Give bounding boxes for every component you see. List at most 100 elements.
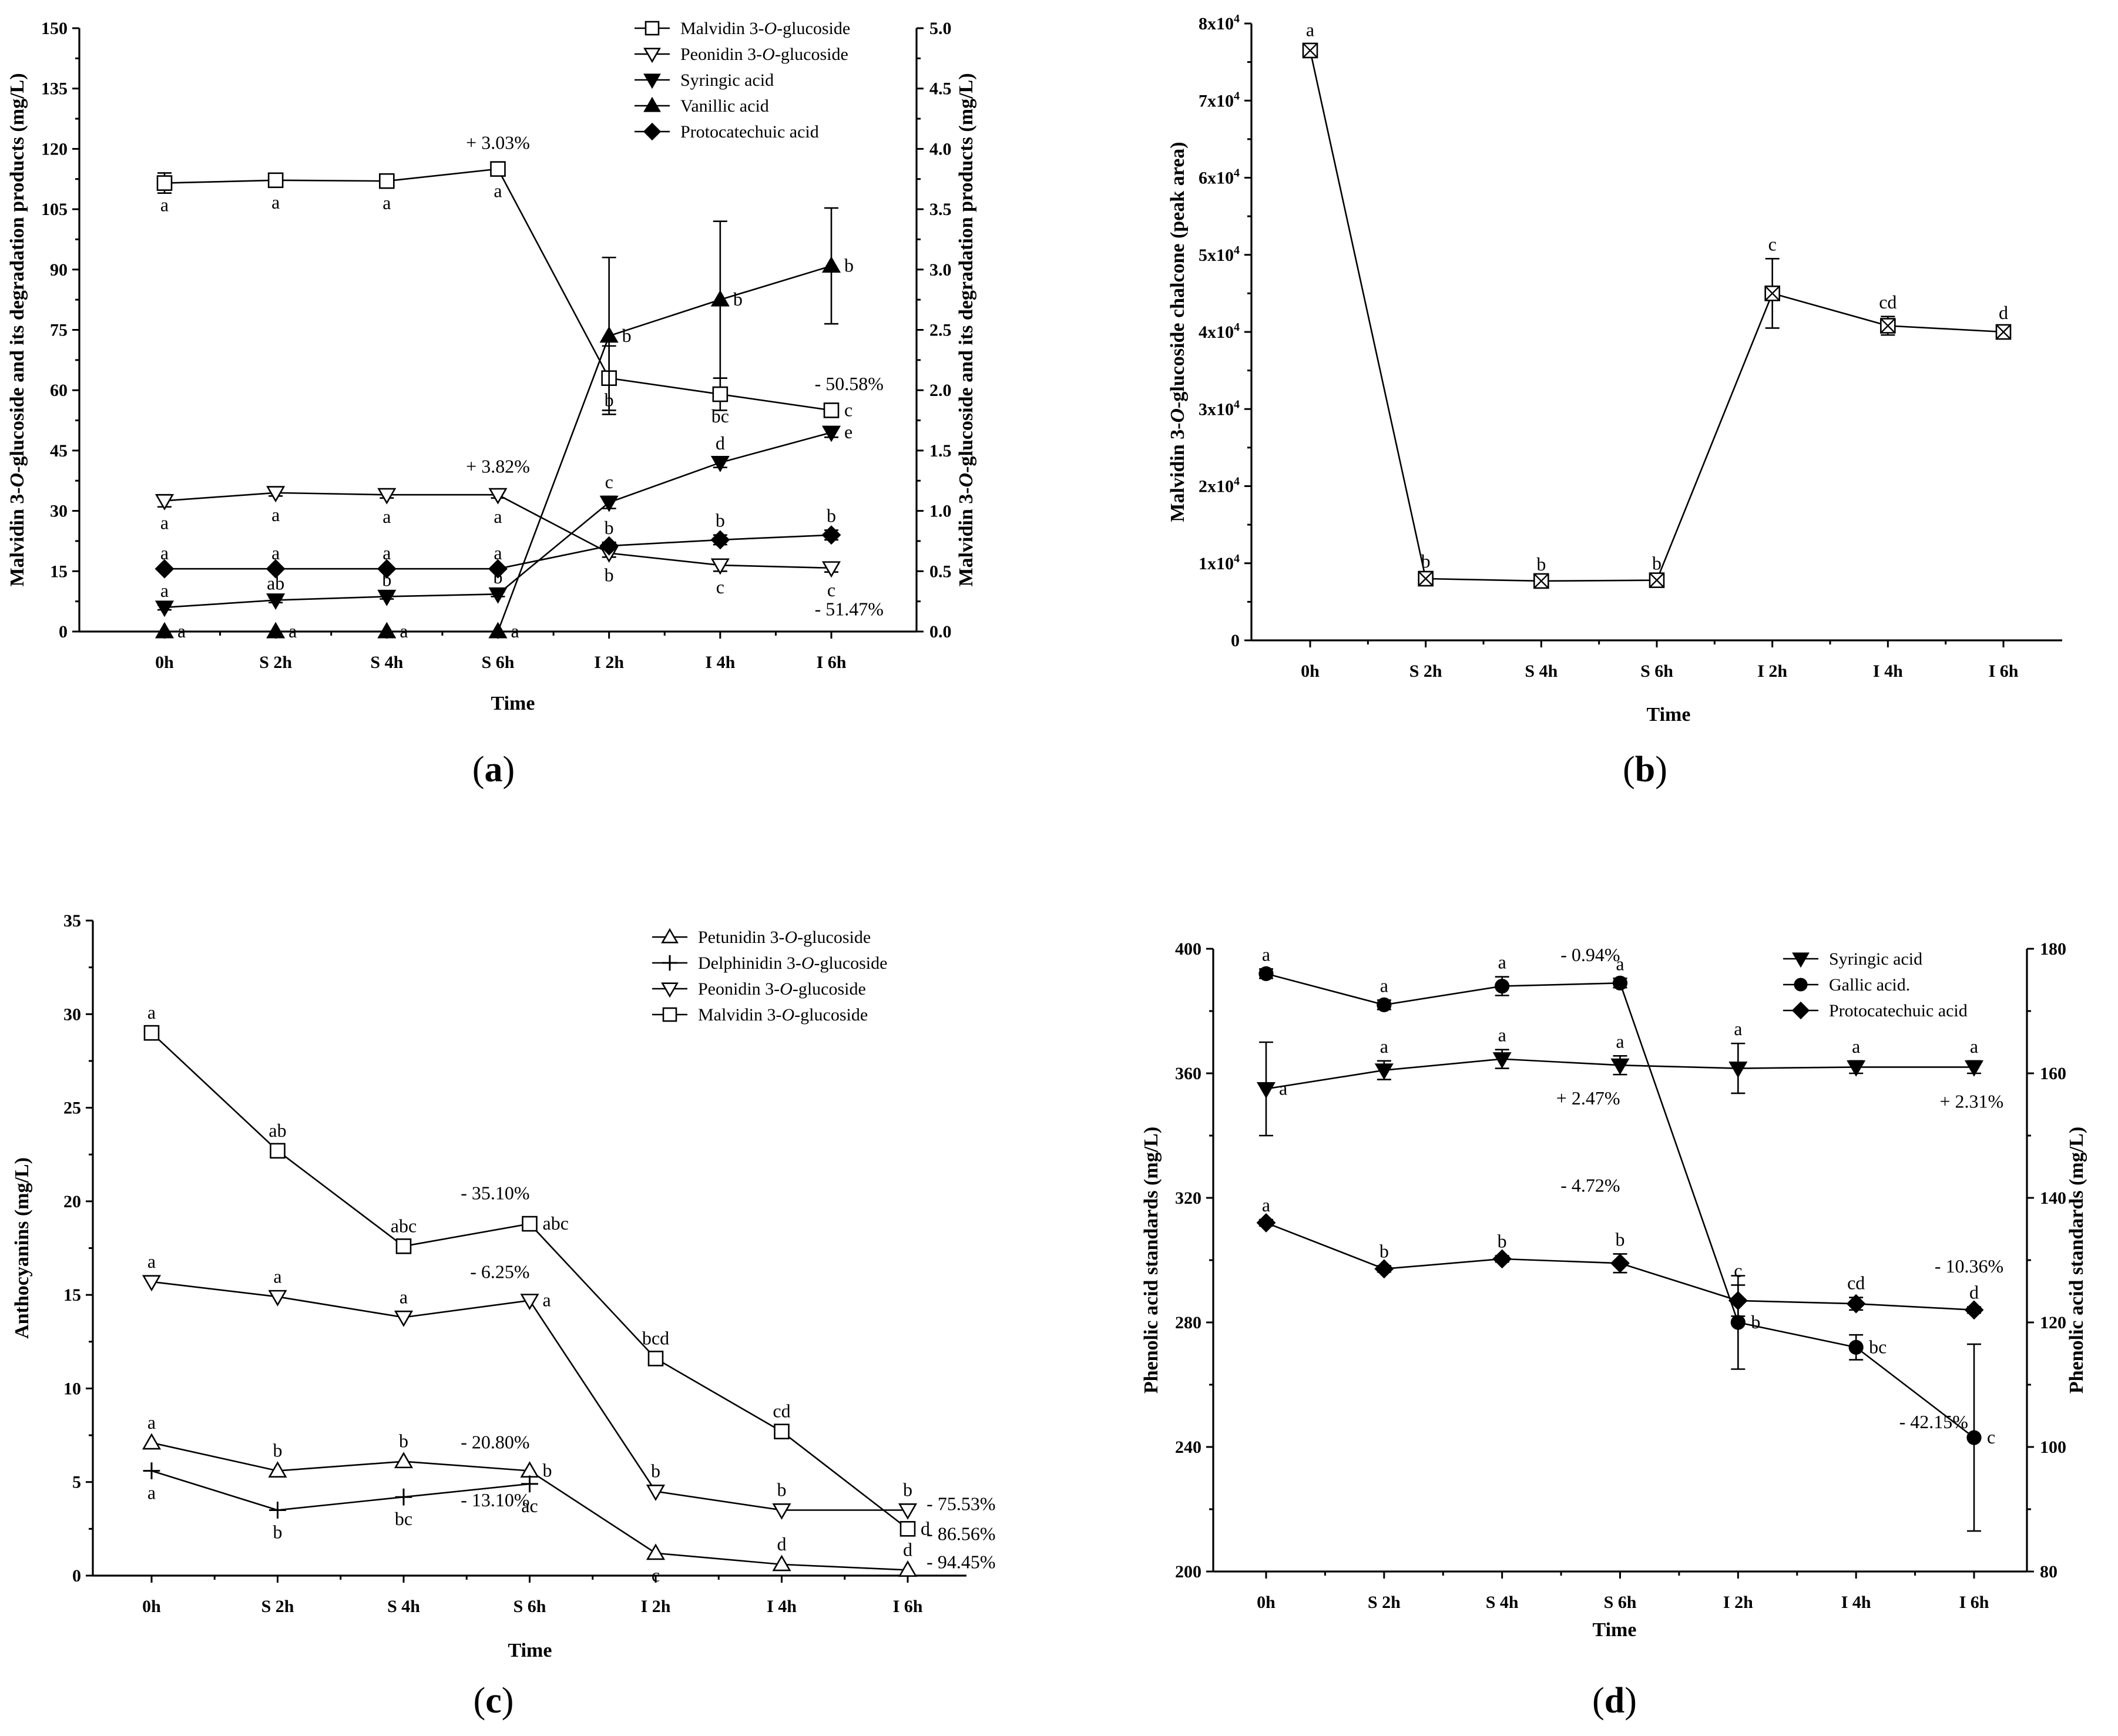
data-point (142, 1433, 162, 1450)
percent-annotation: + 3.82% (466, 456, 530, 477)
data-point (599, 326, 619, 343)
x-tick-label: 0h (142, 1597, 161, 1616)
data-point (647, 1351, 664, 1366)
significance-letter: b (733, 288, 743, 310)
significance-letter: b (1616, 1228, 1625, 1250)
data-point (488, 488, 508, 505)
x-tick-label: I 6h (893, 1597, 923, 1616)
significance-letter: d (777, 1533, 787, 1554)
significance-letter: bcd (642, 1327, 669, 1348)
significance-letter: a (1262, 943, 1270, 965)
significance-letter: b (1421, 550, 1431, 572)
x-tick-label: S 4h (1525, 662, 1558, 681)
x-tick-label: S 2h (261, 1597, 294, 1616)
legend-marker (1791, 1001, 1810, 1020)
percent-annotation: - 94.45% (927, 1551, 995, 1572)
significance-letter: a (1262, 1194, 1270, 1215)
data-point (899, 1521, 916, 1537)
significance-letter: a (1616, 953, 1624, 974)
y-tick-label: 20 (63, 1192, 81, 1211)
percent-annotation: - 35.10% (461, 1183, 529, 1204)
percent-annotation: - 20.80% (461, 1431, 529, 1452)
data-point (1610, 1253, 1630, 1273)
y-tick-label: 5 (72, 1473, 81, 1492)
y2-tick-label: 1.0 (929, 502, 952, 521)
significance-letter: b (777, 1479, 787, 1500)
y-tick-label: 45 (50, 441, 68, 461)
series-2: a a a a b b b (142, 1251, 918, 1520)
x-tick-label: I 6h (817, 653, 847, 672)
y-tick-label: 60 (50, 381, 68, 400)
y2-tick-label: 100 (2040, 1438, 2066, 1457)
data-point (1492, 1052, 1512, 1069)
legend-marker (662, 1007, 677, 1022)
significance-letter: a (543, 1290, 551, 1311)
y-tick-label: 30 (63, 1005, 81, 1024)
significance-letter: a (1852, 1036, 1860, 1057)
y2-tick-label: 180 (2040, 939, 2066, 959)
legend-marker (1792, 952, 1810, 968)
significance-letter: a (160, 542, 169, 563)
data-point (266, 486, 286, 503)
data-point-x2 (1418, 571, 1434, 586)
significance-letter: a (288, 620, 297, 642)
data-point (270, 1143, 286, 1159)
percent-annotation: - 51.47% (815, 599, 884, 620)
significance-letter: a (494, 506, 502, 527)
data-point-x2 (1649, 572, 1664, 588)
y-tick-label: 15 (63, 1285, 81, 1305)
series-0: a a a a b bc c (156, 161, 852, 427)
data-point (1728, 1291, 1748, 1311)
data-point (898, 1503, 918, 1520)
legend-marker (662, 955, 678, 971)
significance-letter: a (511, 620, 519, 642)
significance-letter: b (543, 1460, 552, 1481)
data-point (1846, 1294, 1866, 1314)
data-point (1966, 1430, 1982, 1445)
legend-marker (643, 122, 662, 141)
panel-label: (a) (472, 750, 515, 790)
significance-letter: e (844, 421, 852, 442)
data-point (821, 425, 841, 442)
percent-annotation: - 75.53% (927, 1493, 995, 1515)
legend-label: Peonidin 3-O-glucoside (680, 45, 848, 64)
x-tick-label: S 2h (259, 653, 292, 672)
data-point (522, 1215, 538, 1232)
data-point (395, 1488, 412, 1506)
significance-letter: b (716, 510, 725, 531)
y-axis-title: Malvidin 3-O-glucoside and its degradati… (6, 73, 28, 586)
significance-letter: b (844, 255, 854, 276)
significance-letter: a (1498, 1025, 1506, 1046)
significance-letter: a (147, 1251, 156, 1272)
data-point (772, 1503, 791, 1520)
panel-a: 0 15 30 45 60 75 90 105 120 135 150 0.0 0.5 1.0 1.5 2.0… (6, 19, 977, 790)
significance-letter: a (273, 1265, 281, 1287)
x-tick-label: I 6h (1989, 662, 2019, 681)
legend-label: Vanillic acid (680, 96, 769, 116)
x-tick-label: I 4h (767, 1597, 797, 1616)
y-tick-label: 200 (1175, 1562, 1201, 1581)
y2-tick-label: 1.5 (929, 441, 952, 461)
significance-letter: d (716, 432, 725, 454)
significance-letter: a (147, 1482, 156, 1503)
y-tick-label: 8x104 (1199, 12, 1240, 33)
x-axis-title: Time (508, 1640, 552, 1661)
y-tick-label: 0 (72, 1566, 81, 1586)
data-point (599, 536, 619, 556)
x-tick-label: 0h (1257, 1593, 1276, 1612)
x-tick-label: S 6h (1640, 662, 1673, 681)
legend: Malvidin 3-O-glucoside Peonidin 3-O-gluco… (635, 19, 850, 142)
significance-letter: b (1536, 553, 1546, 575)
legend: Petunidin 3-O-glucoside Delphinidin 3-O-g… (652, 928, 887, 1025)
y-tick-label: 7x104 (1199, 89, 1240, 110)
significance-letter: ac (521, 1495, 538, 1516)
data-point (143, 1025, 160, 1041)
percent-annotation: + 2.31% (1940, 1090, 2004, 1112)
series-3: a a a a b b b (155, 207, 854, 642)
significance-letter: c (652, 1564, 660, 1586)
x-axis-title: Time (1593, 1619, 1637, 1641)
y-tick-label: 3x104 (1199, 398, 1240, 419)
